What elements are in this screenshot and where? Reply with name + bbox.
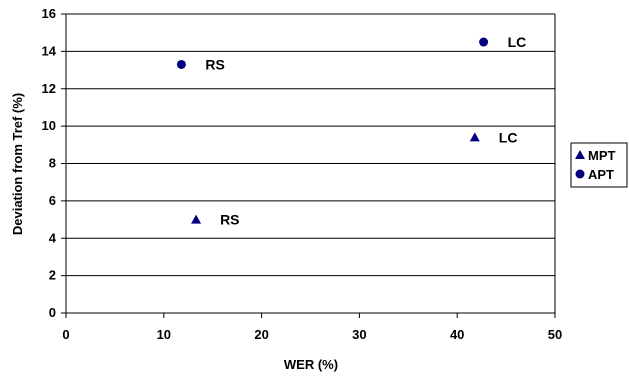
- point-label: LC: [499, 129, 518, 145]
- legend-box: [570, 142, 628, 188]
- x-tick-label: 20: [254, 327, 268, 342]
- x-tick-label: 30: [352, 327, 366, 342]
- y-tick-label: 12: [42, 81, 56, 96]
- y-tick-label: 4: [49, 230, 57, 245]
- x-axis-title: WER (%): [284, 357, 338, 372]
- point-label: LC: [508, 34, 527, 50]
- y-tick-label: 10: [42, 118, 56, 133]
- point-label: RS: [205, 56, 224, 72]
- data-points: [176, 37, 489, 224]
- point-labels: RS LC RS LC: [205, 34, 526, 228]
- y-tick-label: 2: [49, 268, 56, 283]
- x-tick-label: 40: [450, 327, 464, 342]
- tick-labels: 0 2 4 6 8 10 12 14 16 0 10 20 30 40 50: [42, 6, 563, 342]
- y-tick-label: 14: [42, 43, 57, 58]
- legend-marker-mpt: [575, 150, 585, 159]
- y-tick-label: 8: [49, 156, 56, 171]
- mpt-point-rs: [191, 214, 202, 224]
- legend-label-apt: APT: [588, 167, 614, 182]
- axes: [61, 13, 556, 318]
- y-tick-label: 6: [49, 193, 56, 208]
- x-tick-label: 0: [62, 327, 69, 342]
- legend-label-mpt: MPT: [588, 148, 616, 163]
- apt-point-lc: [479, 37, 489, 47]
- x-tick-label: 10: [157, 327, 171, 342]
- grid-lines: [66, 13, 555, 277]
- mpt-point-lc: [469, 132, 480, 142]
- legend-marker-apt: [575, 169, 585, 179]
- point-label: RS: [220, 212, 239, 228]
- y-tick-label: 16: [42, 6, 56, 21]
- apt-point-rs: [176, 59, 186, 69]
- y-axis-title: Deviation from Tref (%): [10, 93, 25, 235]
- legend: MPT APT: [570, 142, 628, 188]
- x-tick-label: 50: [548, 327, 562, 342]
- y-tick-label: 0: [49, 305, 56, 320]
